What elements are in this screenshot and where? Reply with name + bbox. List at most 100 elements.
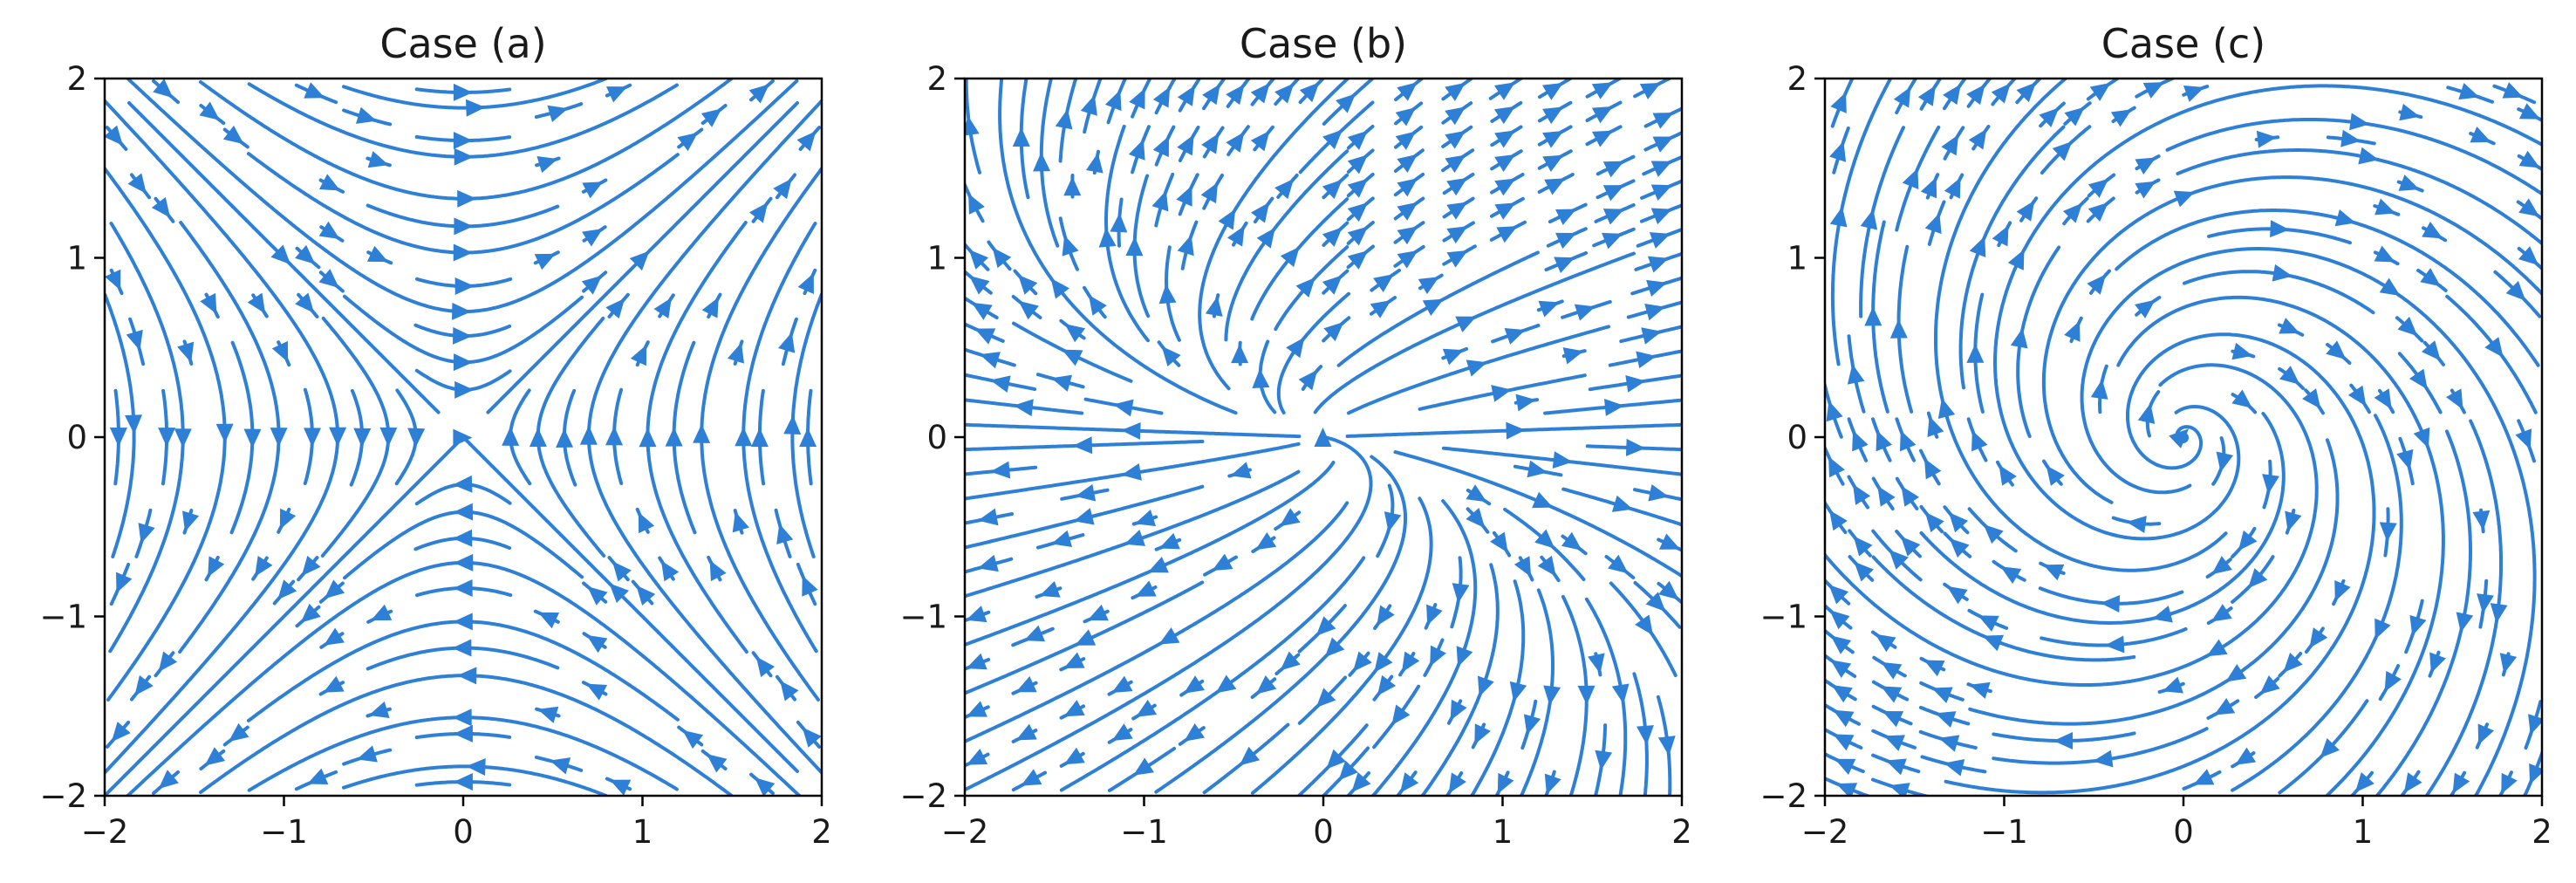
streamline-arrowhead [453,503,474,521]
streamline-arrowhead [1829,206,1848,228]
streamline-arrowhead [1323,321,1344,342]
streamline-arrowhead [636,585,656,606]
streamline-arrowhead [1966,343,1985,363]
x-tick-label: 1 [632,813,653,851]
streamline-arrowhead [1944,759,1965,777]
streamline-arrowhead [1971,430,1988,452]
y-tick-label: −1 [899,599,947,636]
streamline-arrowhead [1644,303,1666,321]
streamline-arrowhead [1295,277,1315,298]
streamline-arrowhead [457,667,477,685]
x-tick-label: −2 [941,813,989,851]
streamline-arrowhead [1280,246,1300,268]
streamline-arrowhead [453,132,473,150]
streamline-arrowhead [1098,227,1117,248]
streamline-arrowhead [199,101,220,120]
streamline-arrowhead [1636,351,1657,369]
streamline-arrowhead [2472,510,2491,530]
streamline-arrowhead [1377,605,1395,626]
streamline-arrowhead [2421,340,2441,361]
streamline-arrowhead [105,125,123,146]
streamline-arrowhead [1322,129,1343,150]
streamline-arrowhead [2231,342,2253,360]
streamline-arrowhead [1982,634,2004,652]
streamline-arrowhead [2093,750,2114,768]
streamline-arrowhead [1279,508,1301,527]
streamline-arrowhead [1200,182,1219,204]
streamline-arrowhead [1397,154,1418,174]
streamline-arrowhead [1490,531,1508,553]
streamline-arrowhead [1215,674,1237,694]
streamline-arrowhead [2320,737,2340,758]
streamline-arrowhead [2349,113,2370,131]
x-tick-label: 2 [1671,813,1692,851]
streamline-arrowhead [2446,388,2463,410]
streamline-arrowhead [2505,281,2526,301]
streamline-arrowhead [1969,236,1986,257]
streamline-arrowhead [1889,783,1910,796]
streamline-arrowhead [1370,300,1391,318]
streamline-arrowhead [609,583,630,604]
streamline-arrowhead [534,253,556,270]
streamline-arrowhead [2309,627,2328,648]
streamline-arrowhead [1161,346,1181,366]
streamline-arrowhead [1158,284,1177,305]
streamline-arrowhead [222,125,244,145]
streamline-arrowhead [1336,93,1356,113]
panel-c: Case (c) −2 −1 0 1 2 2 1 0 −1 −2 [1759,20,2552,851]
streamline-arrowhead [990,375,1011,393]
streamline-arrowhead [1561,531,1582,551]
streamline-arrowhead [300,603,321,623]
streamline-arrowhead [1504,327,1526,345]
streamline-arrowhead [2477,723,2495,745]
streamline-arrowhead [2052,141,2073,161]
streamline-arrowhead [1650,208,1672,225]
streamline-arrowhead [2518,246,2539,266]
streamline-arrowhead [453,326,473,345]
streamline-arrowhead [1882,710,1904,728]
streamline-arrowhead [1659,533,1681,550]
streamline-arrowhead [1641,327,1663,345]
streamline-arrowhead [582,181,604,199]
streamline-arrowhead [965,115,980,136]
streamline-arrowhead [1923,660,1945,677]
streamline-arrowhead [368,701,390,719]
streamline-arrowhead [1650,184,1672,201]
y-tick-label: 1 [66,240,87,277]
streamline-arrowhead [271,340,289,363]
streamline-arrowhead [1124,530,1146,546]
streamline-arrowhead [2142,82,2164,99]
streamline-arrowhead [1250,83,1270,104]
streamline-arrowhead [1944,177,1961,199]
streamline-arrowhead [1121,421,1141,440]
streamline-arrowhead [2104,635,2125,654]
streamline-arrowhead [1937,398,1956,419]
streamline-arrowhead [1147,557,1169,573]
streamline-arrowhead [968,193,985,215]
streamline-arrowhead [1135,580,1157,597]
streamline-arrowhead [1494,178,1516,196]
streamline-arrowhead [1430,645,1446,667]
streamline-arrowhead [2135,157,2156,175]
streamline-arrowhead [1648,483,1669,502]
streamline-arrowhead [355,106,377,124]
streamline-arrowhead [1113,399,1134,417]
streamline-arrowhead [1377,674,1397,696]
streamline-arrowhead [1177,85,1195,106]
x-tick-label: 0 [453,813,474,851]
streamline-arrowhead [2397,316,2418,337]
streamline-arrowhead [2403,772,2422,793]
streamline-arrowhead [1402,651,1420,673]
streamline-arrowhead [1158,627,1180,645]
streamline-arrowhead [797,272,814,295]
streamline-arrowhead [2087,178,2109,198]
streamline-arrowhead [318,221,340,240]
streamline-arrowhead [1202,84,1220,106]
streamline-arrowhead [2518,198,2539,217]
streamline-arrowhead [255,556,273,577]
streamline-arrowhead [1828,456,1845,478]
streamline-arrowhead [605,298,625,319]
streamline-arrowhead [1218,209,1236,230]
streamline-arrowhead [1152,135,1169,158]
streamline-arrowhead [2347,385,2367,407]
